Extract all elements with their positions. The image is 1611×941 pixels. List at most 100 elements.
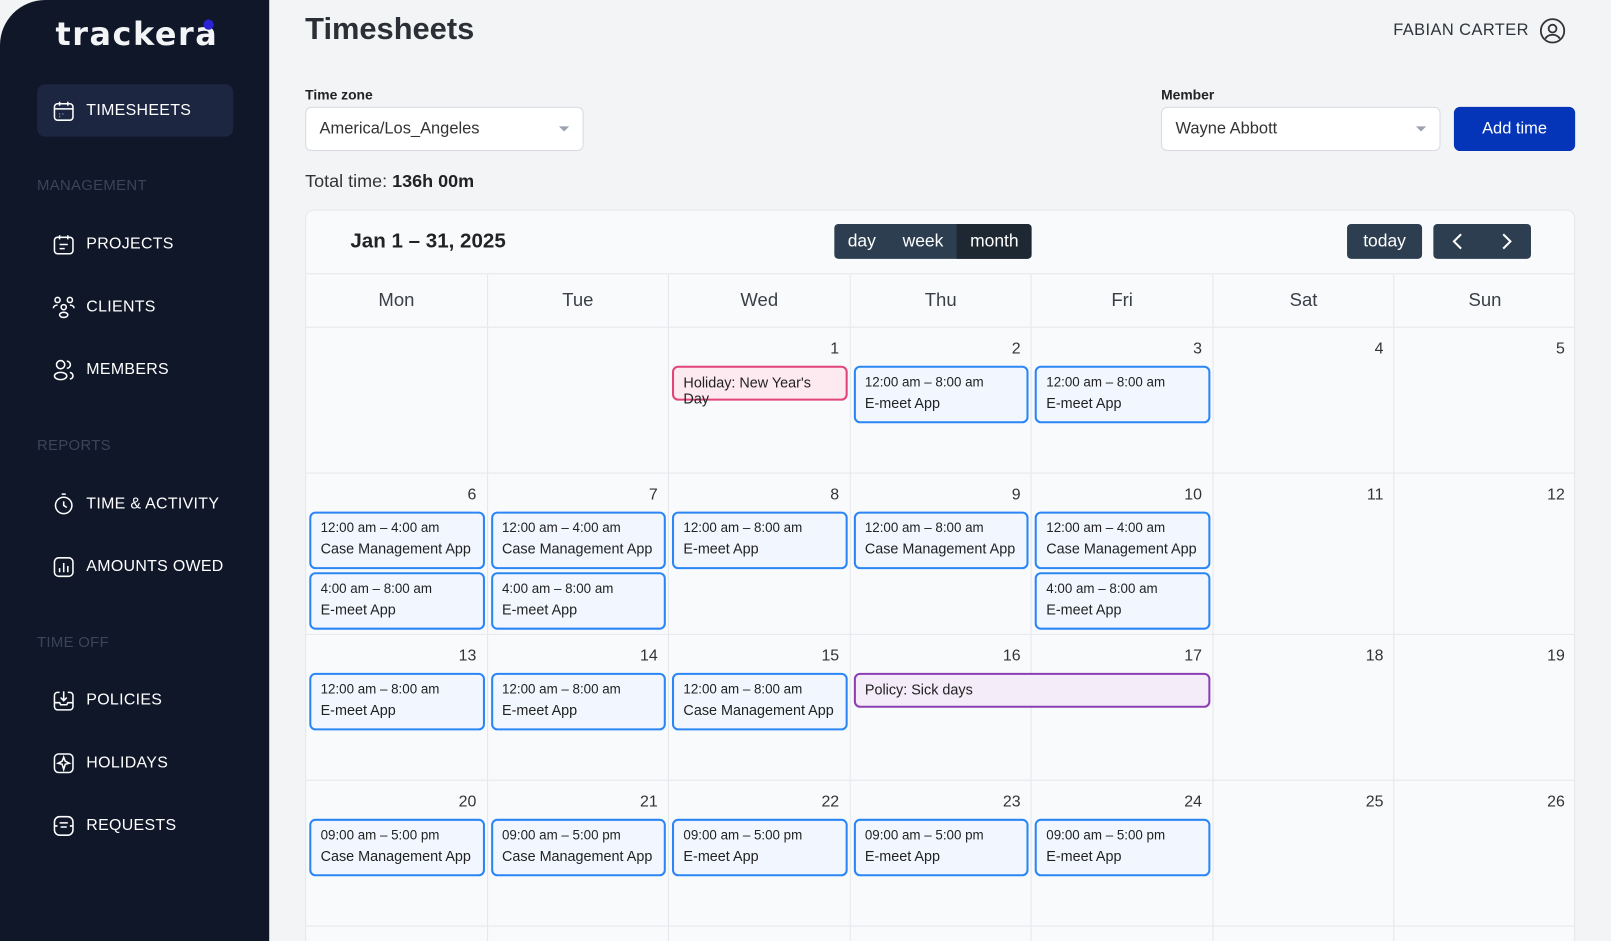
week-row: 6 7 8 9 10 11 12 12:00 am – 4:00 am Case Managem… bbox=[306, 473, 1575, 635]
week-row: 20 21 22 23 24 25 26 09:00 am – 5:00 pm Case Man… bbox=[306, 780, 1575, 927]
sidebar-item-timesheets[interactable]: TIMESHEETS bbox=[36, 84, 234, 137]
user-menu[interactable]: FABIAN CARTER bbox=[1393, 17, 1566, 44]
sidebar-item-requests[interactable]: REQUESTS bbox=[37, 799, 233, 851]
day-cell[interactable]: 14 bbox=[488, 634, 670, 780]
day-cell[interactable]: 21 bbox=[488, 780, 670, 926]
day-cell[interactable]: 25 bbox=[1213, 780, 1395, 926]
day-cell[interactable] bbox=[488, 327, 670, 473]
event-label: Policy: Sick days bbox=[864, 681, 973, 698]
time-entry[interactable]: 09:00 am – 5:00 pm Case Management App bbox=[309, 818, 485, 877]
add-time-button[interactable]: Add time bbox=[1453, 106, 1576, 152]
entry-project: E-meet App bbox=[1046, 394, 1122, 411]
sidebar-item-amounts-owed[interactable]: AMOUNTS OWED bbox=[37, 540, 233, 592]
entry-project: E-meet App bbox=[501, 701, 578, 719]
calendar-icon bbox=[53, 101, 74, 121]
day-cell[interactable]: 20 bbox=[306, 780, 488, 926]
day-cell[interactable]: 22 bbox=[669, 780, 851, 926]
day-cell[interactable]: 23 bbox=[850, 780, 1032, 926]
day-cell[interactable]: 15 bbox=[669, 634, 851, 780]
day-cell[interactable]: 10 bbox=[1032, 473, 1214, 634]
day-cell[interactable]: 9 bbox=[850, 473, 1032, 634]
policy-event[interactable]: Policy: Sick days bbox=[853, 672, 1211, 708]
time-entry[interactable]: 12:00 am – 8:00 am E-meet App bbox=[853, 365, 1029, 424]
timezone-select[interactable]: America/Los_Angeles bbox=[305, 106, 584, 152]
time-entry[interactable]: 12:00 am – 4:00 am Case Management App bbox=[1034, 511, 1211, 570]
time-entry[interactable]: 4:00 am – 8:00 am E-meet App bbox=[1034, 572, 1211, 630]
today-button[interactable]: today bbox=[1347, 223, 1423, 259]
weekday-tue: Tue bbox=[488, 274, 670, 327]
day-cell[interactable]: 19 bbox=[1395, 635, 1574, 780]
entry-project: E-meet App bbox=[320, 701, 396, 719]
holiday-event[interactable]: Holiday: New Year's Day bbox=[672, 365, 848, 407]
time-entry[interactable]: 09:00 am – 5:00 pm E-meet App bbox=[853, 818, 1029, 877]
entry-time: 12:00 am – 8:00 am bbox=[864, 373, 984, 390]
day-number: 11 bbox=[1366, 485, 1384, 504]
day-cell[interactable] bbox=[669, 926, 851, 941]
time-entry[interactable]: 09:00 am – 5:00 pm E-meet App bbox=[672, 818, 848, 877]
day-cell[interactable]: 12 bbox=[1395, 474, 1574, 634]
section-management: MANAGEMENT bbox=[36, 177, 147, 195]
time-entry[interactable]: 12:00 am – 4:00 am Case Management App bbox=[490, 511, 666, 570]
sidebar-item-projects[interactable]: PROJECTS bbox=[37, 218, 233, 270]
day-cell[interactable]: 4 bbox=[1213, 327, 1395, 473]
day-number: 12 bbox=[1547, 485, 1565, 504]
entry-project: E-meet App bbox=[864, 394, 941, 411]
day-cell[interactable] bbox=[1395, 927, 1574, 941]
day-cell[interactable] bbox=[1213, 926, 1395, 941]
day-cell[interactable]: 1 bbox=[669, 327, 851, 473]
sidebar-item-members[interactable]: MEMBERS bbox=[37, 343, 233, 395]
day-cell[interactable]: 13 bbox=[306, 634, 488, 780]
time-entry[interactable]: 12:00 am – 8:00 am E-meet App bbox=[1034, 365, 1211, 424]
day-cell[interactable]: 18 bbox=[1213, 634, 1395, 780]
sidebar-item-time-activity[interactable]: TIME & ACTIVITY bbox=[37, 478, 233, 530]
member-select[interactable]: Wayne Abbott bbox=[1161, 106, 1441, 152]
day-cell[interactable] bbox=[306, 926, 488, 941]
entry-time: 12:00 am – 8:00 am bbox=[864, 519, 984, 536]
day-cell[interactable]: 11 bbox=[1213, 473, 1395, 634]
entry-time: 12:00 am – 4:00 am bbox=[1046, 519, 1166, 536]
day-cell[interactable]: 7 bbox=[488, 473, 670, 634]
entry-project: Case Management App bbox=[320, 847, 471, 864]
day-cell[interactable] bbox=[306, 327, 488, 473]
sidebar-item-holidays[interactable]: HOLIDAYS bbox=[37, 737, 233, 789]
day-number: 4 bbox=[1374, 340, 1384, 358]
day-cell[interactable]: 6 bbox=[306, 473, 488, 634]
view-month-button[interactable]: month bbox=[956, 223, 1032, 259]
day-cell[interactable] bbox=[488, 926, 670, 941]
entry-project: E-meet App bbox=[683, 847, 759, 864]
day-cell[interactable] bbox=[850, 926, 1032, 941]
weekday-thu: Thu bbox=[850, 274, 1032, 327]
time-entry[interactable]: 12:00 am – 8:00 am E-meet App bbox=[490, 672, 666, 731]
time-entry[interactable]: 12:00 am – 8:00 am Case Management App bbox=[853, 511, 1029, 570]
day-cell[interactable]: 24 bbox=[1032, 780, 1214, 926]
time-entry[interactable]: 12:00 am – 8:00 am E-meet App bbox=[672, 511, 848, 570]
time-entry[interactable]: 09:00 am – 5:00 pm E-meet App bbox=[1034, 818, 1211, 877]
time-entry[interactable]: 4:00 am – 8:00 am E-meet App bbox=[490, 572, 666, 630]
time-entry[interactable]: 4:00 am – 8:00 am E-meet App bbox=[309, 572, 485, 630]
day-cell[interactable]: 8 bbox=[669, 473, 851, 634]
day-number: 17 bbox=[1184, 647, 1203, 665]
time-entry[interactable]: 12:00 am – 4:00 am Case Management App bbox=[309, 511, 485, 570]
day-cell[interactable]: 2 bbox=[850, 327, 1032, 473]
chevron-down-icon bbox=[558, 126, 570, 132]
prev-button[interactable] bbox=[1433, 224, 1482, 259]
time-entry[interactable]: 12:00 am – 8:00 am E-meet App bbox=[309, 672, 485, 731]
day-number: 23 bbox=[1002, 793, 1021, 811]
day-number: 8 bbox=[830, 485, 840, 504]
day-cell[interactable]: 26 bbox=[1395, 781, 1574, 926]
day-number: 6 bbox=[467, 485, 477, 504]
sidebar-item-clients[interactable]: CLIENTS bbox=[37, 280, 233, 332]
calendar: Jan 1 – 31, 2025 day week month today Mo… bbox=[305, 209, 1576, 941]
day-number: 7 bbox=[648, 485, 658, 504]
sidebar-item-policies[interactable]: POLICIES bbox=[37, 674, 233, 726]
day-cell[interactable] bbox=[1032, 926, 1214, 941]
view-day-button[interactable]: day bbox=[847, 231, 876, 251]
next-button[interactable] bbox=[1482, 224, 1531, 259]
time-entry[interactable]: 12:00 am – 8:00 am Case Management App bbox=[672, 672, 848, 731]
time-entry[interactable]: 09:00 am – 5:00 pm Case Management App bbox=[490, 818, 666, 877]
view-week-button[interactable]: week bbox=[902, 231, 944, 251]
day-cell[interactable]: 3 bbox=[1032, 327, 1214, 473]
day-cell[interactable]: 5 bbox=[1395, 328, 1574, 473]
day-cell[interactable]: 17 bbox=[1032, 634, 1214, 780]
chevron-left-icon bbox=[1452, 233, 1462, 250]
